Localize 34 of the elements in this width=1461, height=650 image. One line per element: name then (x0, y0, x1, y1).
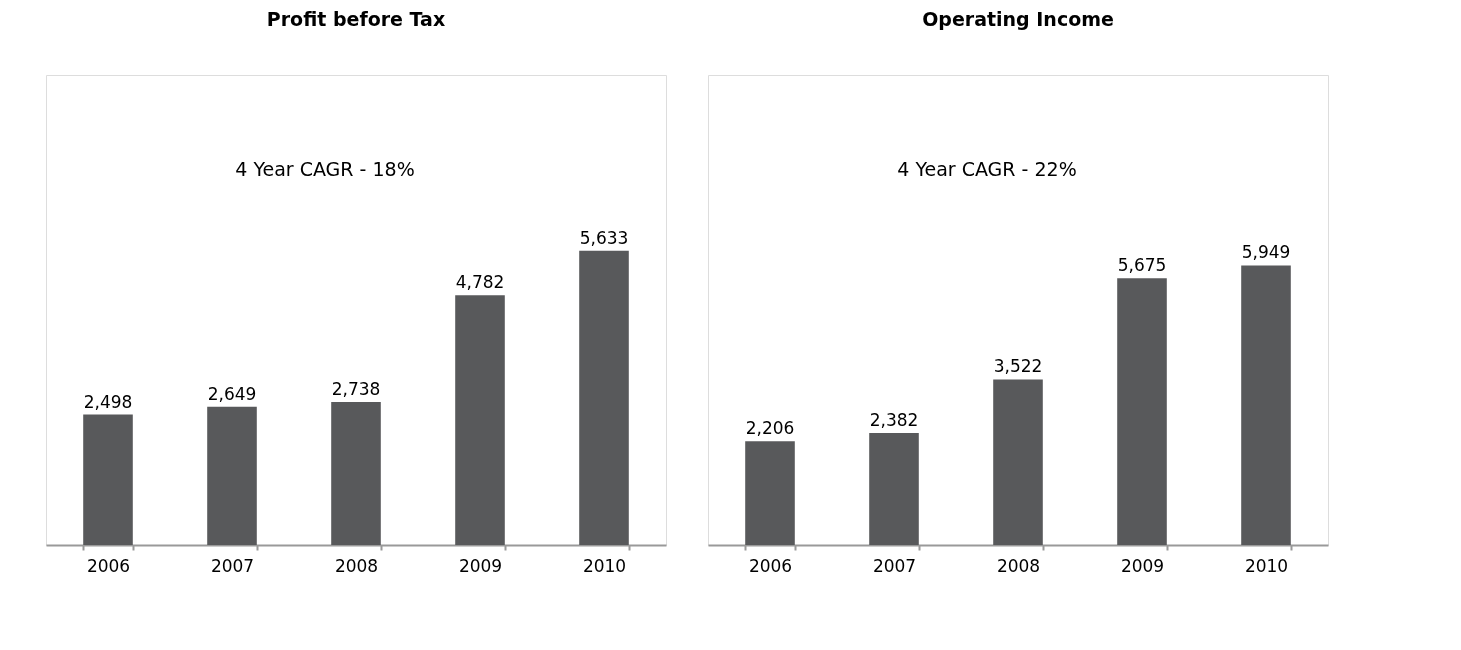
bar (1241, 265, 1291, 545)
bar (455, 295, 505, 545)
data-label: 2,738 (331, 379, 381, 400)
x-tick-label: 2009 (1120, 555, 1165, 576)
bar (993, 379, 1043, 545)
chart-title: Profit before Tax (266, 8, 446, 30)
x-tick-label: 2007 (872, 555, 917, 576)
x-tick-label: 2010 (1244, 555, 1289, 576)
data-label: 3,522 (993, 356, 1043, 377)
chart-title: Operating Income (922, 8, 1114, 30)
x-tick-label: 2009 (458, 555, 503, 576)
data-label: 2,206 (745, 418, 795, 439)
text: 4 Year CAGR - 22% (897, 158, 1077, 180)
x-tick-label: 2006 (748, 555, 793, 576)
data-label: 2,498 (83, 391, 133, 412)
bar (1117, 278, 1167, 545)
data-label: 5,675 (1117, 255, 1167, 276)
x-tick-label: 2008 (996, 555, 1041, 576)
data-label: 5,633 (579, 227, 629, 248)
x-tick-label: 2007 (210, 555, 255, 576)
data-label: 2,649 (207, 383, 257, 404)
data-label: 2,382 (869, 410, 919, 431)
text: 4 Year CAGR - 18% (235, 158, 415, 180)
bar (83, 414, 133, 545)
data-label: 4,782 (455, 272, 505, 293)
bar (207, 406, 257, 545)
bar (579, 250, 629, 545)
data-label: 5,949 (1241, 242, 1291, 263)
x-tick-label: 2006 (86, 555, 131, 576)
x-tick-label: 2008 (334, 555, 379, 576)
bar (331, 402, 381, 545)
x-tick-label: 2010 (582, 555, 627, 576)
bar (869, 433, 919, 545)
bar (745, 441, 795, 545)
